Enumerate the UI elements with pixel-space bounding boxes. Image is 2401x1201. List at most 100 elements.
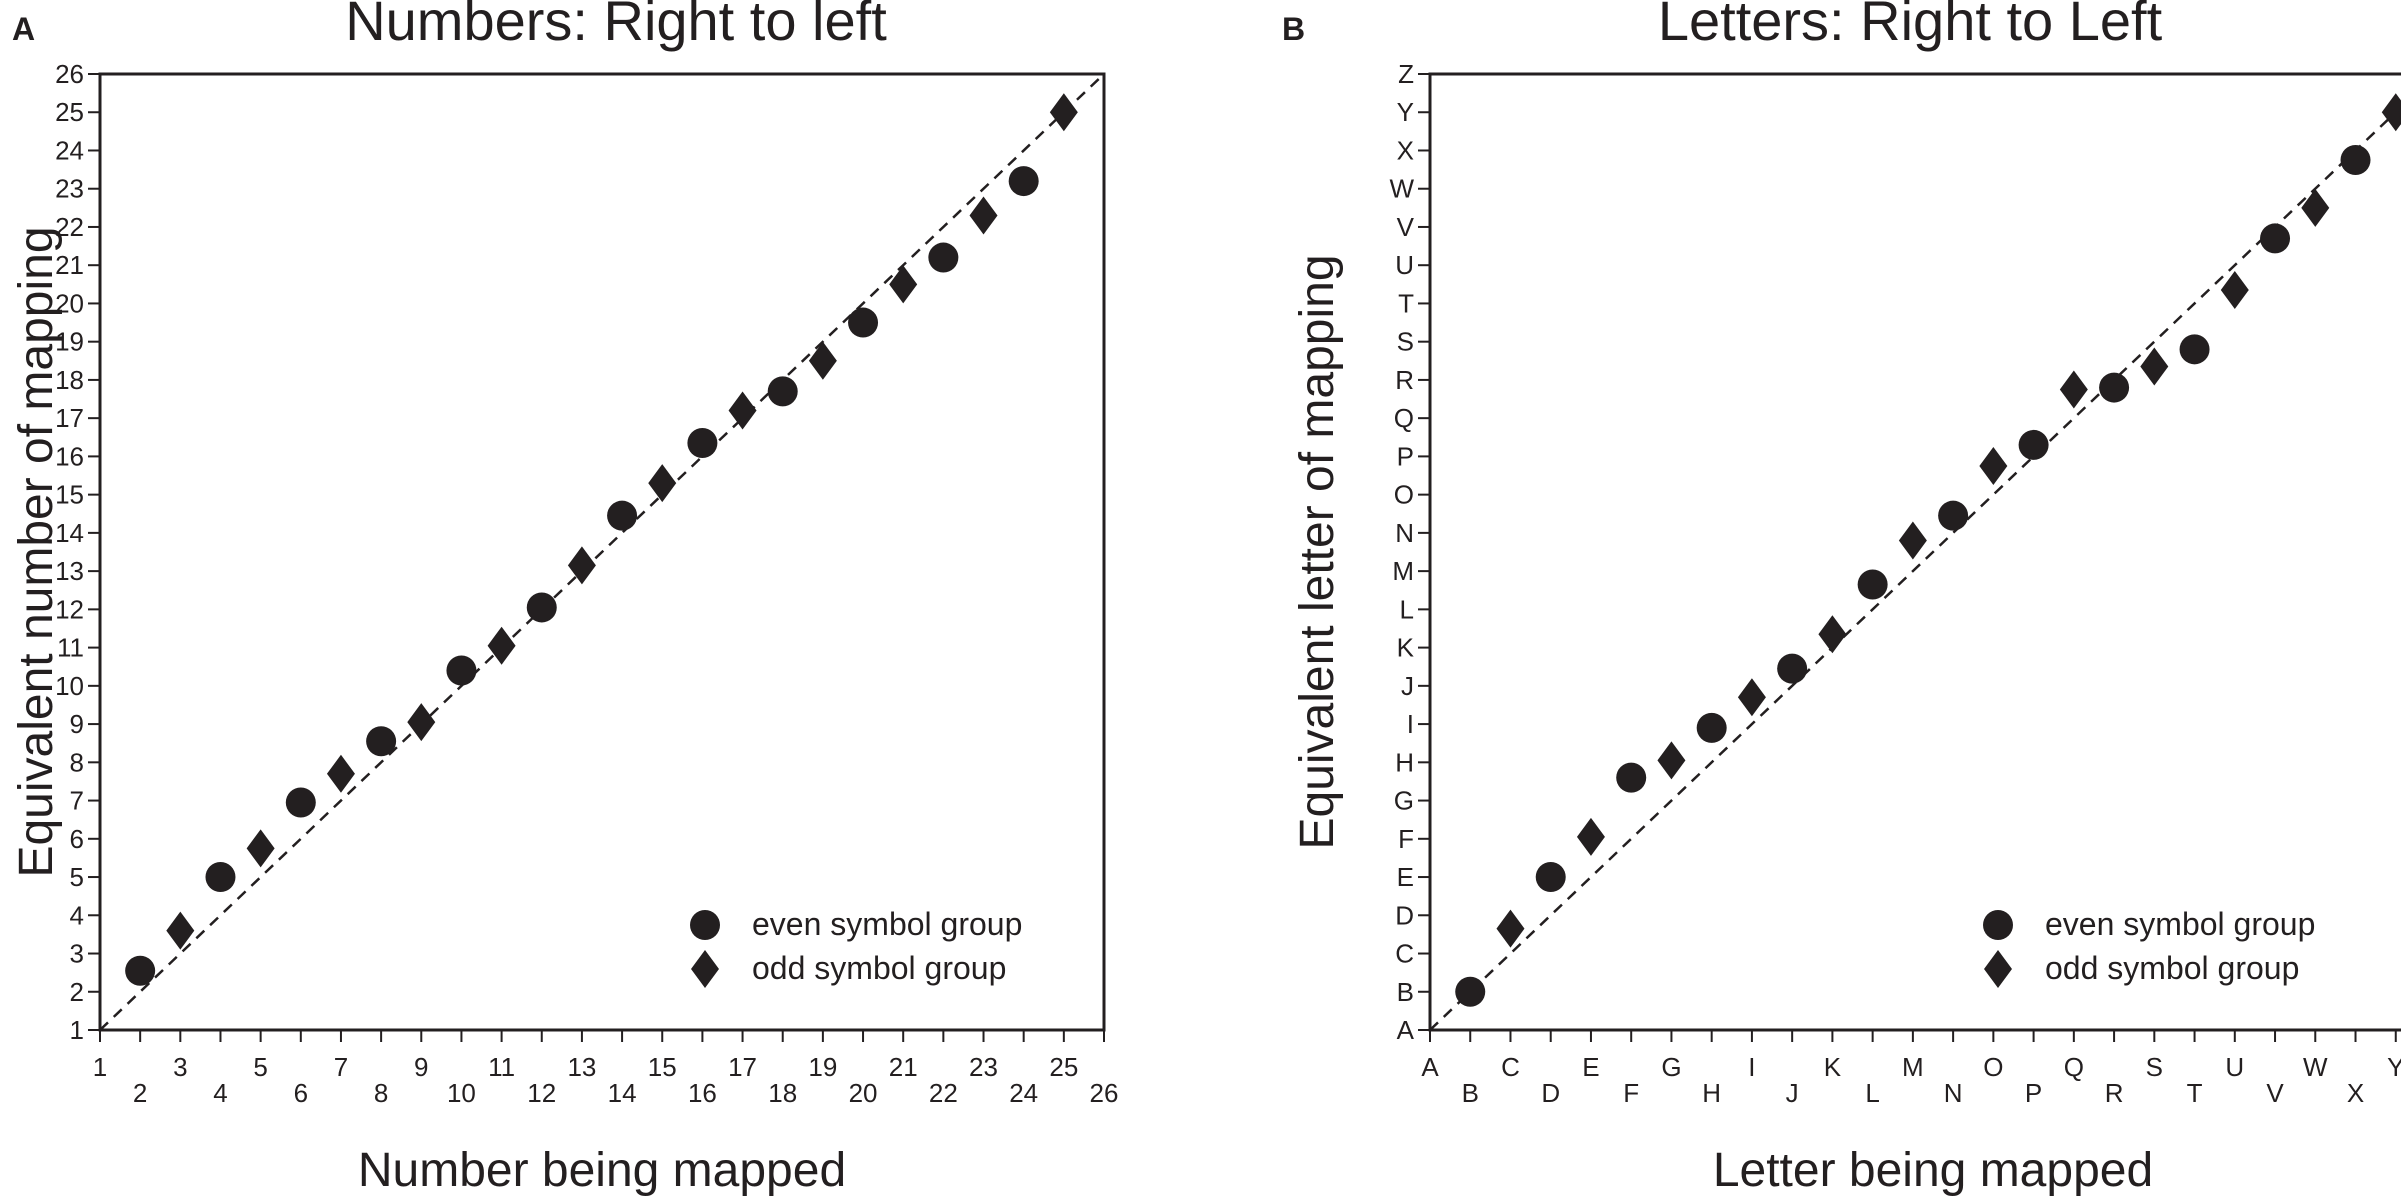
data-point-circle [285, 787, 316, 818]
y-tick-label: Q [1394, 403, 1414, 433]
x-tick-label: 12 [527, 1078, 556, 1108]
y-tick-label: 24 [55, 135, 84, 165]
data-point-diamond [487, 626, 516, 665]
data-point-diamond [1818, 615, 1847, 654]
data-point-circle [446, 655, 477, 686]
x-tick-label: 11 [488, 1052, 515, 1082]
x-tick-label: J [1786, 1078, 1799, 1108]
x-tick-label: F [1623, 1078, 1639, 1108]
x-tick-label: A [1421, 1052, 1439, 1082]
y-tick-label: S [1397, 327, 1414, 357]
data-point-circle [1696, 712, 1727, 743]
y-tick-label: 12 [55, 594, 84, 624]
x-tick-label: 26 [1090, 1078, 1119, 1108]
x-tick-label: M [1902, 1052, 1924, 1082]
panel-label: A [12, 11, 35, 47]
y-tick-label: 4 [70, 900, 84, 930]
x-tick-label: O [1983, 1052, 2003, 1082]
x-tick-label: P [2025, 1078, 2042, 1108]
data-point-diamond [1576, 817, 1605, 856]
y-tick-label: 23 [55, 174, 84, 204]
panel-a: A Numbers: Right to left12345678910111213… [10, 0, 1118, 1197]
chart-title: Letters: Right to Left [1658, 0, 2163, 52]
y-tick-label: 25 [55, 97, 84, 127]
x-tick-label: 21 [889, 1052, 918, 1082]
data-point-circle [2099, 372, 2130, 403]
x-tick-label: 1 [93, 1052, 107, 1082]
y-tick-label: 26 [55, 59, 84, 89]
x-tick-label: 13 [567, 1052, 596, 1082]
legend-marker-diamond [691, 950, 719, 988]
data-point-circle [2260, 223, 2291, 254]
data-point-diamond [1049, 93, 1078, 132]
data-point-circle [205, 862, 236, 893]
x-axis-label: Number being mapped [358, 1144, 846, 1197]
data-point-diamond [166, 911, 195, 950]
y-tick-label: C [1395, 939, 1414, 969]
x-tick-label: Q [2064, 1052, 2084, 1082]
data-point-circle [1938, 500, 1969, 531]
y-tick-label: R [1395, 365, 1414, 395]
x-tick-label: 22 [929, 1078, 958, 1108]
y-tick-label: 1 [70, 1015, 84, 1045]
y-tick-label: M [1392, 556, 1414, 586]
data-point-diamond [1737, 678, 1766, 717]
series-even [125, 166, 1039, 986]
legend-label: odd symbol group [752, 950, 1006, 986]
panel-b: B Letters: Right to LeftABCDEFGHIJKLMNOPQ… [1282, 0, 2401, 1197]
data-point-diamond [2220, 271, 2249, 310]
y-tick-label: 8 [70, 747, 84, 777]
y-tick-label: 9 [70, 709, 84, 739]
y-tick-label: D [1395, 900, 1414, 930]
legend-label: even symbol group [752, 906, 1022, 942]
x-tick-label: L [1865, 1078, 1879, 1108]
x-axis-label: Letter being mapped [1713, 1144, 2153, 1197]
y-tick-label: 20 [55, 288, 84, 318]
x-tick-label: I [1748, 1052, 1755, 1082]
y-tick-label: 17 [55, 403, 84, 433]
x-tick-label: 17 [728, 1052, 757, 1082]
y-tick-label: E [1397, 862, 1414, 892]
y-tick-label: G [1394, 786, 1414, 816]
y-axis-label: Equivalent number of mapping [10, 226, 63, 877]
data-point-diamond [2301, 188, 2330, 227]
y-tick-label: F [1398, 824, 1414, 854]
y-tick-label: 3 [70, 939, 84, 969]
data-point-diamond [246, 829, 275, 868]
data-point-diamond [2140, 347, 2169, 386]
y-tick-label: U [1395, 250, 1414, 280]
y-tick-label: 22 [55, 212, 84, 242]
y-tick-label: N [1395, 518, 1414, 548]
y-tick-label: 2 [70, 977, 84, 1007]
data-point-diamond [1496, 909, 1525, 948]
y-tick-label: W [1389, 174, 1414, 204]
y-tick-label: L [1400, 594, 1414, 624]
data-point-circle [607, 500, 638, 531]
data-point-circle [1857, 569, 1888, 600]
data-point-circle [928, 242, 959, 273]
y-tick-label: 7 [70, 786, 84, 816]
x-tick-label: 4 [213, 1078, 227, 1108]
data-point-circle [1616, 762, 1647, 793]
series-odd [166, 93, 1078, 950]
y-tick-label: X [1397, 135, 1414, 165]
data-point-diamond [1898, 521, 1927, 560]
y-tick-label: 5 [70, 862, 84, 892]
y-tick-label: P [1397, 441, 1414, 471]
y-axis-label: Equivalent letter of mapping [1291, 254, 1344, 849]
legend-marker-diamond [1984, 950, 2012, 988]
data-point-diamond [1657, 741, 1686, 780]
x-tick-label: 9 [414, 1052, 428, 1082]
legend-label: odd symbol group [2045, 950, 2299, 986]
plot-frame [98, 72, 1106, 1032]
x-tick-label: 25 [1049, 1052, 1078, 1082]
x-tick-label: 19 [808, 1052, 837, 1082]
data-point-circle [848, 307, 879, 338]
legend-marker-circle [1983, 910, 2013, 940]
x-tick-label: W [2303, 1052, 2328, 1082]
legend-label: even symbol group [2045, 906, 2315, 942]
y-tick-label: 10 [55, 671, 84, 701]
x-tick-label: B [1462, 1078, 1479, 1108]
y-tick-label: Z [1398, 59, 1414, 89]
